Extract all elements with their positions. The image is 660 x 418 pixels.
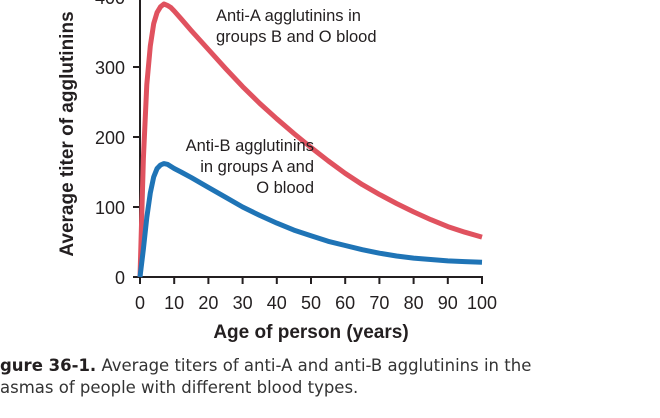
x-tick-label: 40	[267, 293, 287, 313]
series-label-line: O blood	[256, 179, 314, 197]
y-axis-ticks: 0 100 200 300 400	[95, 0, 140, 288]
y-tick-label: 300	[95, 58, 125, 78]
chart: Average titer of agglutinins 01002003004…	[57, 0, 497, 343]
series-label-line: Anti-A agglutinins in	[216, 7, 361, 25]
y-tick-label: 0	[115, 268, 125, 288]
y-tick-label: 200	[95, 128, 125, 148]
x-tick-label: 30	[233, 293, 253, 313]
series-label-line: Anti-B agglutinins	[186, 137, 314, 155]
x-tick-label: 90	[438, 293, 458, 313]
series-label-line: in groups A and	[200, 158, 314, 176]
y-tick-label: 100	[95, 198, 125, 218]
y-tick-label: 400	[95, 0, 125, 8]
x-tick-label: 70	[369, 293, 389, 313]
caption-line-2: asmas of people with different blood typ…	[0, 378, 359, 397]
y-axis-label: Average titer of agglutinins	[57, 11, 78, 256]
x-axis-label: Age of person (years)	[213, 322, 408, 343]
caption-line-1: gure 36-1. Average titers of anti-A and …	[0, 355, 660, 377]
series-line-anti-a	[137, 1, 483, 278]
x-tick-label: 100	[467, 293, 497, 313]
caption-text-1: Average titers of anti-A and anti-B aggl…	[96, 356, 532, 375]
series-line-anti-b	[137, 161, 483, 278]
x-tick-label: 60	[335, 293, 355, 313]
figure-caption: gure 36-1. Average titers of anti-A and …	[0, 355, 660, 399]
series-label-line: groups B and O blood	[216, 28, 377, 46]
caption-figure-label: gure 36-1.	[0, 356, 97, 375]
x-tick-label: 50	[301, 293, 321, 313]
x-tick-label: 0	[135, 293, 145, 313]
series-group: Anti-A agglutinins in groups B and O bloo…	[137, 1, 483, 278]
x-tick-label: 10	[164, 293, 184, 313]
x-tick-label: 20	[198, 293, 218, 313]
x-axis-ticks: 0 10 20 30 40 50 60 70 80 90 100	[135, 277, 497, 313]
x-tick-label: 80	[404, 293, 424, 313]
